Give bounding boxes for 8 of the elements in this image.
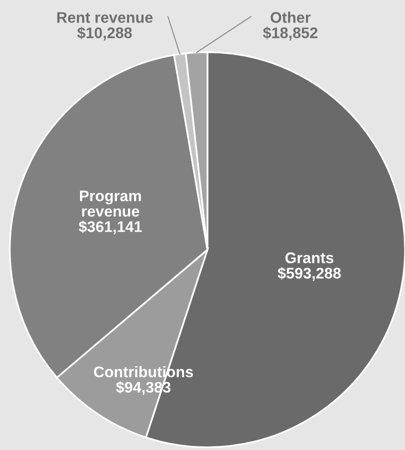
slice-label: Other [270,12,311,23]
data-label: $10,288 [77,26,132,40]
data-label: $593,288 [278,267,341,281]
data-label: $18,852 [263,26,318,40]
slice-label: Grants [285,252,334,264]
slice-label: Rent revenue [57,12,153,23]
data-label: $361,141 [78,220,142,234]
slice-label: Program revenue [80,190,141,217]
